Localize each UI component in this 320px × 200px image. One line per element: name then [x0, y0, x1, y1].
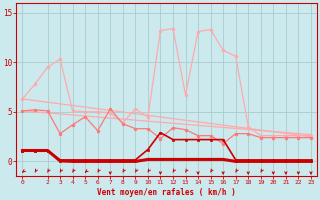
X-axis label: Vent moyen/en rafales ( km/h ): Vent moyen/en rafales ( km/h )	[97, 188, 236, 197]
